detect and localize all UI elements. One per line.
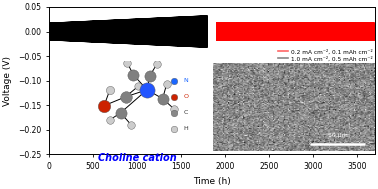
Legend: 0.2 mA cm⁻², 0.1 mAh cm⁻², 1.0 mA cm⁻², 0.5 mAh cm⁻²: 0.2 mA cm⁻², 0.1 mAh cm⁻², 1.0 mA cm⁻², … <box>276 47 375 64</box>
X-axis label: Time (h): Time (h) <box>193 177 231 186</box>
Y-axis label: Voltage (V): Voltage (V) <box>3 56 12 106</box>
